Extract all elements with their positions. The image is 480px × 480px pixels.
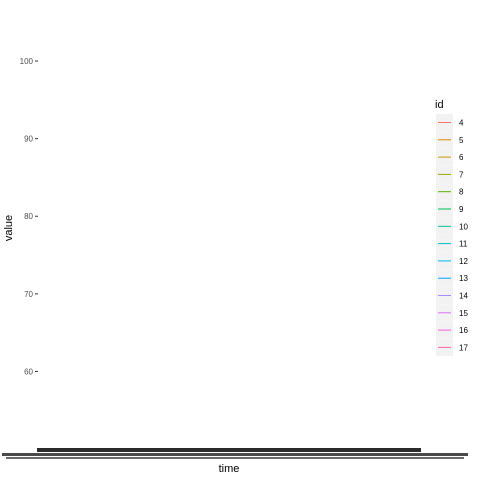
legend-label: 4	[459, 119, 464, 128]
legend-label: 12	[459, 257, 468, 266]
legend-label: 7	[459, 170, 464, 179]
x-axis-tick-labels-overlap	[37, 448, 421, 452]
y-tick-label: 60	[24, 367, 33, 376]
legend-label: 6	[459, 153, 464, 162]
y-tick-label: 100	[20, 57, 34, 66]
legend-label: 17	[459, 343, 468, 352]
y-tick-label: 90	[24, 135, 33, 144]
legend-label: 13	[459, 274, 468, 283]
y-tick-label: 80	[24, 212, 33, 221]
legend-label: 11	[459, 240, 468, 249]
legend-label: 10	[459, 222, 468, 231]
y-axis: 60 70 80 90 100	[20, 57, 38, 376]
x-axis-tick-labels-overlap-row2	[2, 453, 468, 456]
x-axis-tick-labels-overlap-row3	[6, 457, 464, 459]
legend: id 4 5 6 7 8 9 10 11 12 13 14 15 16 17	[435, 99, 468, 356]
y-tick-label: 70	[24, 290, 33, 299]
legend-label: 16	[459, 326, 468, 335]
y-axis-title: value	[3, 215, 15, 241]
x-axis-title: time	[219, 463, 240, 475]
legend-label: 14	[459, 292, 468, 301]
legend-label: 5	[459, 136, 464, 145]
legend-title: id	[435, 99, 444, 111]
legend-label: 8	[459, 188, 464, 197]
legend-label: 15	[459, 309, 468, 318]
legend-label: 9	[459, 205, 464, 214]
